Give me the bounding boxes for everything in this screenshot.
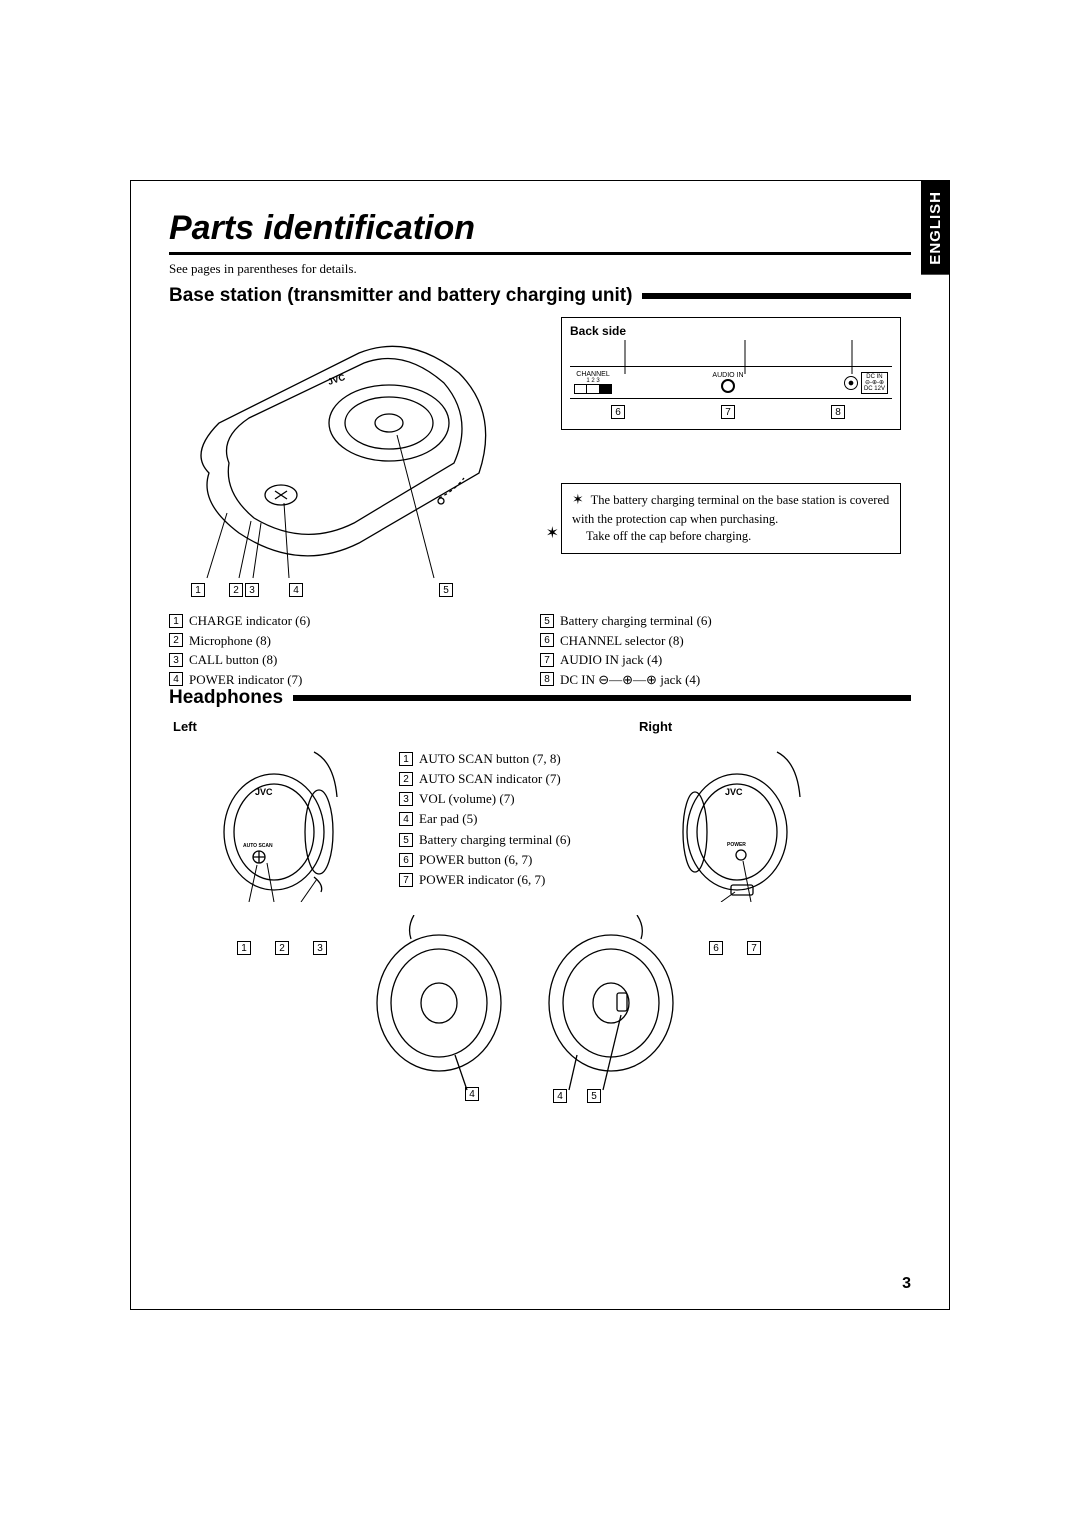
callout-2: 2 [275, 941, 289, 955]
part-label: POWER indicator (6, 7) [419, 870, 545, 890]
part-label: Battery charging terminal (6) [419, 830, 571, 850]
callout-3: 3 [313, 941, 327, 955]
audio-in-jack-icon [721, 379, 735, 393]
back-side-title: Back side [570, 324, 892, 338]
base-station-illustration: JVC [179, 323, 509, 583]
back-side-callouts: 6 7 8 [611, 405, 851, 419]
section-base-title: Base station (transmitter and battery ch… [169, 285, 632, 307]
callout-7: 7 [747, 941, 761, 955]
dc-in-label: DC IN ⊖-⊕-⊕ DC 12V [861, 372, 888, 394]
part-label: POWER indicator (7) [189, 670, 302, 690]
svg-text:JVC: JVC [327, 372, 347, 387]
section-base-header: Base station (transmitter and battery ch… [169, 285, 911, 307]
callout-5: 5 [587, 1089, 601, 1103]
callout-3: 3 [245, 583, 259, 597]
callout-4: 4 [289, 583, 303, 597]
part-label: DC IN ⊖―⊕―⊕ jack (4) [560, 670, 700, 690]
part-label: Ear pad (5) [419, 809, 477, 829]
headphones-diagram-area: Left Right JVC AUTO SCAN [169, 715, 911, 1145]
right-earcup-illustration: JVC POWER [677, 747, 807, 902]
base-parts-right-col: 5Battery charging terminal (6) 6CHANNEL … [540, 611, 911, 689]
right-label: Right [639, 719, 672, 734]
svg-text:JVC: JVC [255, 787, 273, 797]
back-side-panel: Back side CHANNEL 1 2 3 AUDIO IN [561, 317, 901, 430]
section-headphones-title: Headphones [169, 687, 283, 709]
part-label: CHARGE indicator (6) [189, 611, 310, 631]
section-headphones-header: Headphones [169, 687, 911, 709]
headphones-parts-list: 1AUTO SCAN button (7, 8) 2AUTO SCAN indi… [399, 749, 571, 890]
hp-callouts-bottom: 4 4 5 [465, 1087, 607, 1105]
earpads-illustration [359, 915, 699, 1095]
callout-8: 8 [831, 405, 845, 419]
part-label: VOL (volume) (7) [419, 789, 515, 809]
dc-jack-icon [844, 376, 858, 390]
callout-7: 7 [721, 405, 735, 419]
callout-4: 4 [465, 1087, 479, 1101]
hp-callouts-right: 6 7 [709, 941, 767, 955]
language-tab: ENGLISH [921, 181, 950, 275]
part-label: CALL button (8) [189, 650, 277, 670]
callout-2: 2 [229, 583, 243, 597]
note-line1: The battery charging terminal on the bas… [572, 493, 889, 526]
callout-6: 6 [709, 941, 723, 955]
note-line2: Take off the cap before charging. [586, 528, 751, 545]
back-leaders [570, 340, 890, 374]
left-earcup-illustration: JVC AUTO SCAN [219, 747, 349, 902]
hp-callouts-left: 1 2 3 [237, 941, 333, 955]
part-label: POWER button (6, 7) [419, 850, 532, 870]
svg-text:AUTO SCAN: AUTO SCAN [243, 843, 273, 849]
manual-page: ENGLISH Parts identification See pages i… [130, 180, 950, 1310]
intro-note: See pages in parentheses for details. [169, 261, 911, 277]
rule-decoration [293, 695, 911, 701]
star-icon: ✶ [572, 493, 584, 508]
rule-decoration [642, 293, 911, 299]
callout-1: 1 [191, 583, 205, 597]
base-parts-left-col: 1CHARGE indicator (6) 2Microphone (8) 3C… [169, 611, 540, 689]
base-station-diagram-area: JVC 1 2 3 4 5 ✶ Back side [169, 313, 911, 683]
star-pointer: ✶ [546, 523, 559, 543]
base-parts-list: 1CHARGE indicator (6) 2Microphone (8) 3C… [169, 611, 911, 689]
page-title: Parts identification [169, 209, 911, 255]
part-label: AUTO SCAN indicator (7) [419, 769, 561, 789]
callout-1: 1 [237, 941, 251, 955]
callout-5: 5 [439, 583, 453, 597]
channel-slider-icon [574, 384, 612, 394]
part-label: Microphone (8) [189, 631, 271, 651]
base-callout-row: 1 2 3 4 5 [177, 583, 459, 597]
left-label: Left [173, 719, 197, 734]
part-label: CHANNEL selector (8) [560, 631, 684, 651]
part-label: AUDIO IN jack (4) [560, 650, 662, 670]
part-label: Battery charging terminal (6) [560, 611, 712, 631]
callout-6: 6 [611, 405, 625, 419]
svg-text:POWER: POWER [727, 842, 746, 848]
part-label: AUTO SCAN button (7, 8) [419, 749, 561, 769]
svg-text:JVC: JVC [725, 787, 743, 797]
page-number: 3 [902, 1275, 911, 1293]
callout-4: 4 [553, 1089, 567, 1103]
charging-note: ✶ The battery charging terminal on the b… [561, 483, 901, 554]
